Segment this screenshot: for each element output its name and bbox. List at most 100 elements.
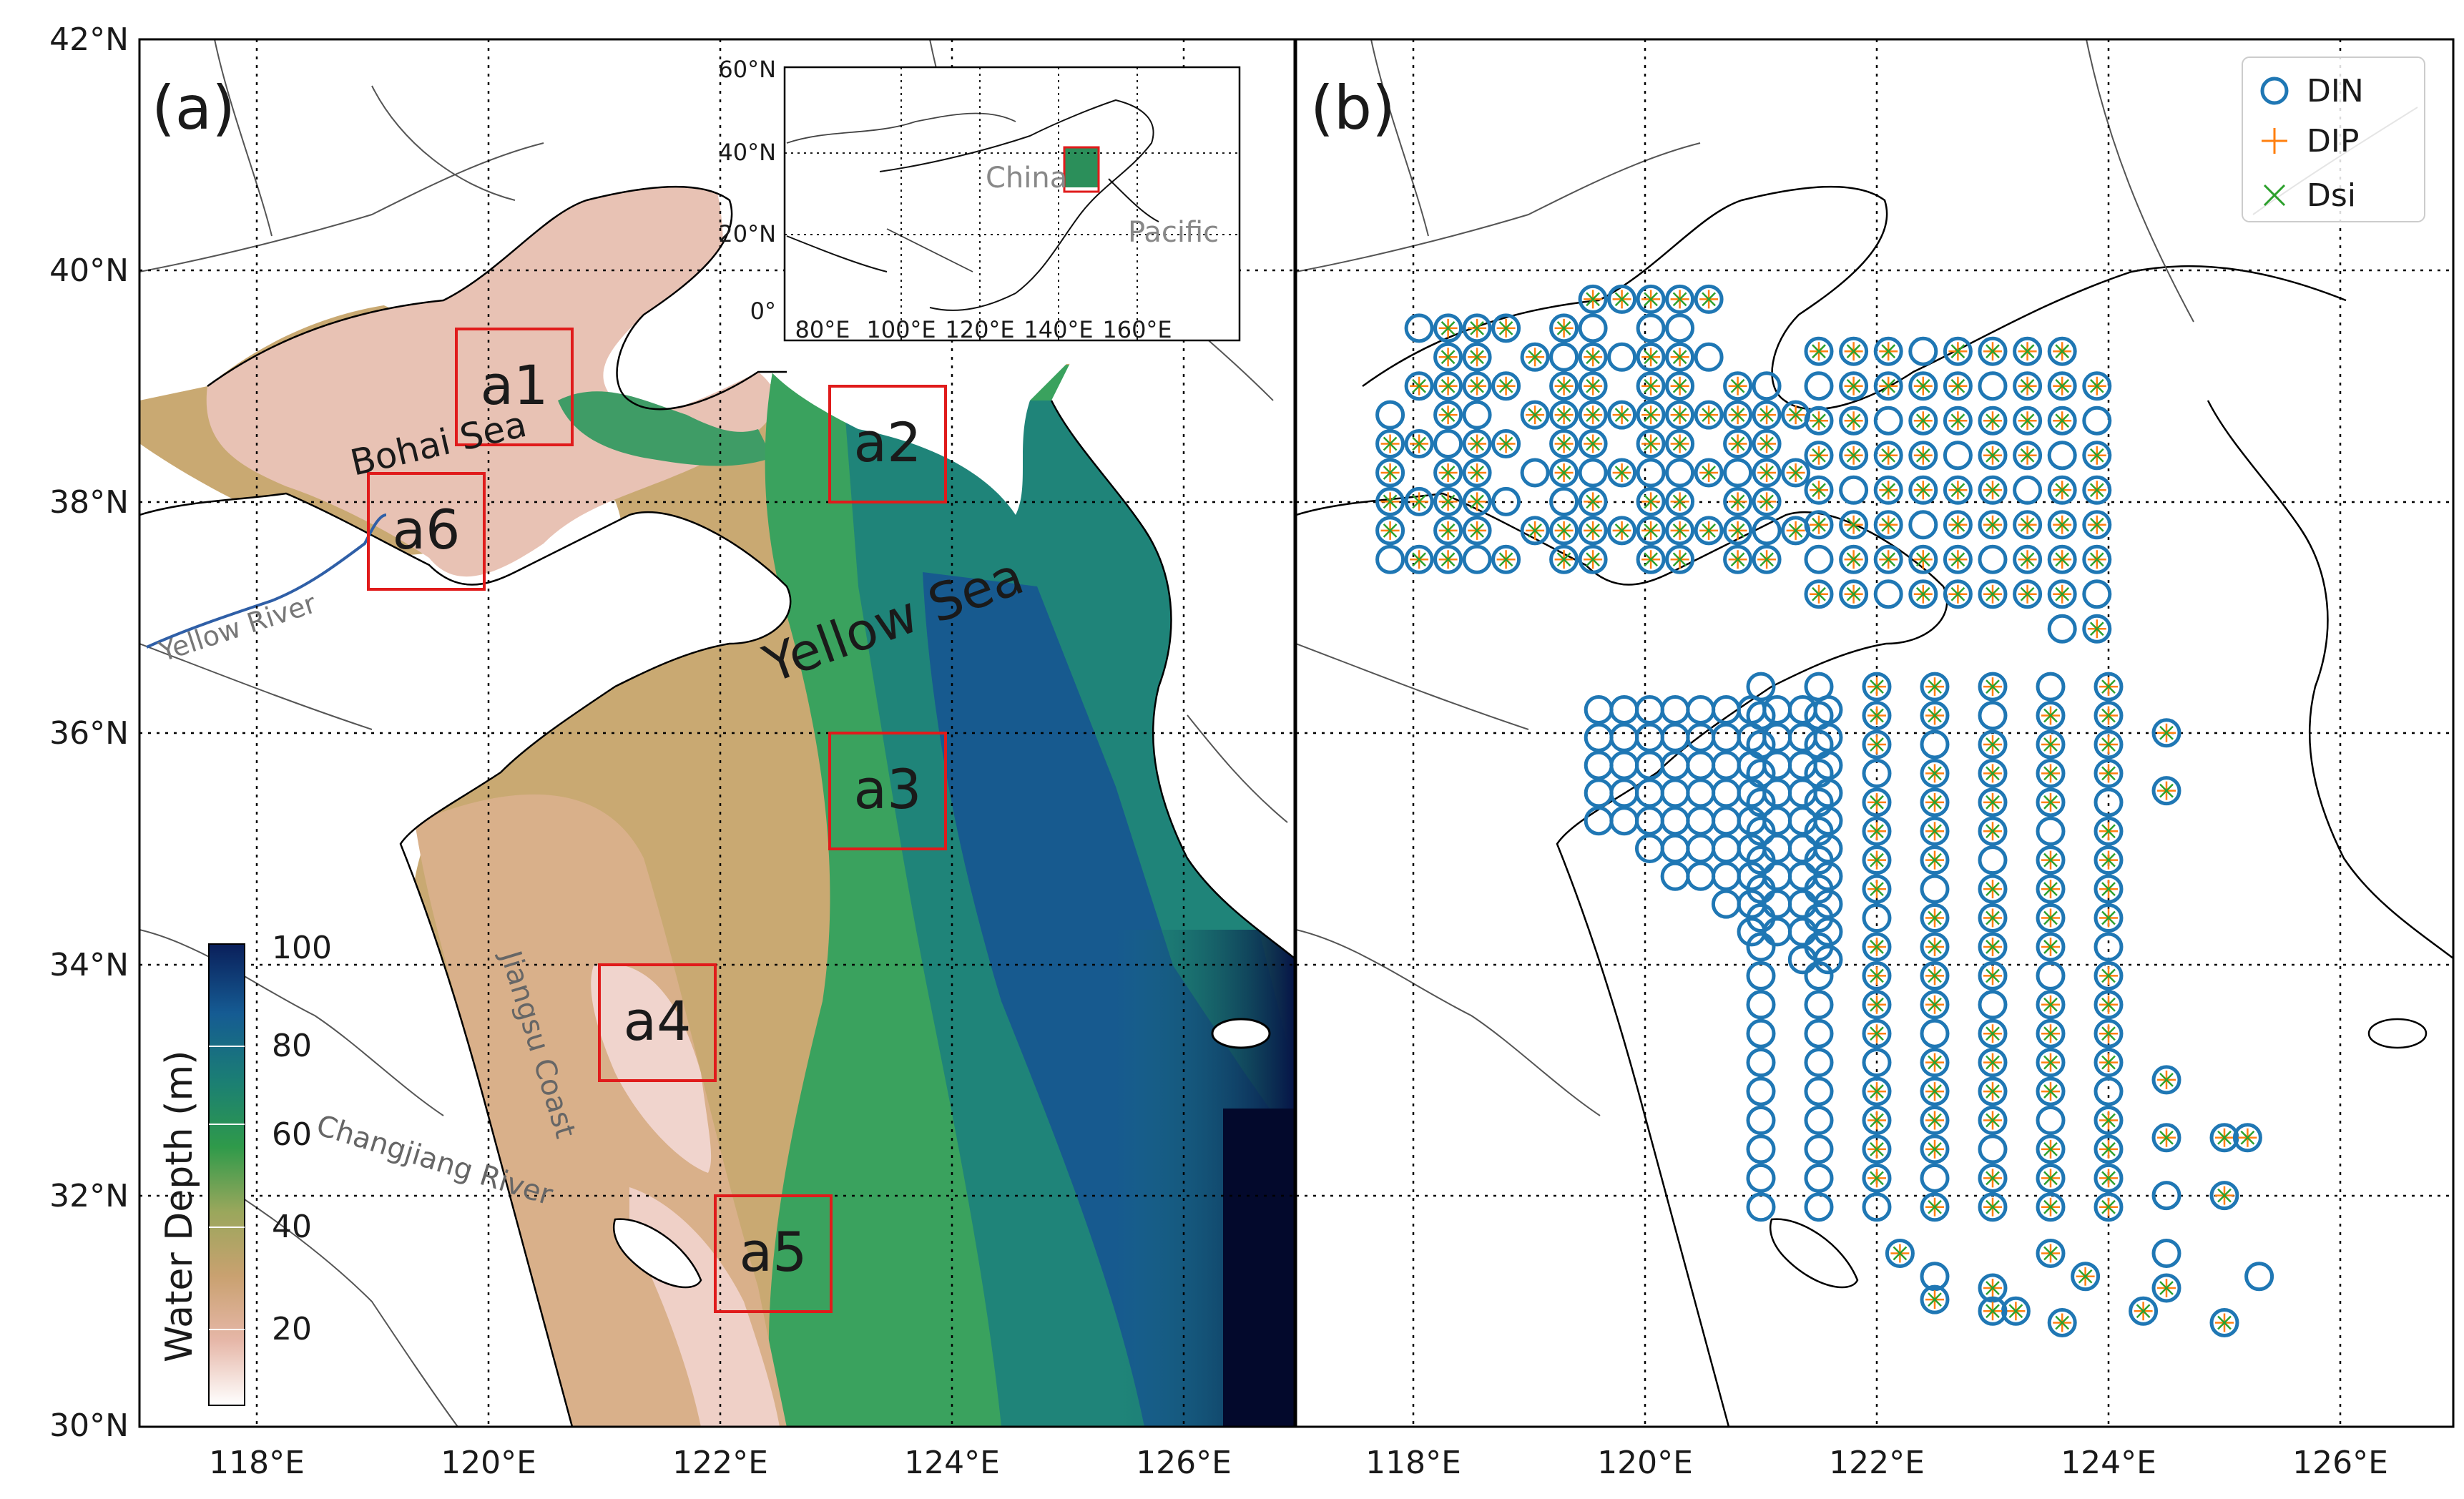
station-din-marker <box>1752 458 1782 488</box>
station-din-marker <box>1978 932 2008 962</box>
legend: DIN DIP Dsi <box>2242 56 2425 222</box>
station-dsi-marker <box>2101 679 2116 694</box>
station-din-marker <box>1578 486 1608 516</box>
station-dsi-marker <box>1672 436 1687 451</box>
station-din-marker <box>1978 787 2008 817</box>
station-dsi-marker <box>1498 320 1513 335</box>
station-dsi-marker <box>1812 586 1826 601</box>
station-din-marker <box>1839 579 1869 609</box>
station-din-marker <box>1804 960 1834 991</box>
station-din-marker <box>1433 516 1463 546</box>
station-dsi-marker <box>1928 968 1942 983</box>
station-din-marker <box>1433 458 1463 488</box>
legend-dsi-label: Dsi <box>2307 177 2356 214</box>
station-din-marker <box>1433 400 1463 430</box>
station-dsi-marker <box>1950 344 1965 359</box>
station-dsi-marker <box>1986 679 2000 694</box>
station-din-marker <box>1752 486 1782 516</box>
station-dsi-marker <box>2043 1055 2058 1070</box>
station-dsi-marker <box>1870 997 1884 1012</box>
station-din-marker <box>1636 516 1666 546</box>
station-dsi-marker <box>1928 1055 1942 1070</box>
station-din-marker <box>2151 718 2181 748</box>
station-dsi-marker <box>2043 1026 2058 1041</box>
inset-xtick-160e: 160°E <box>1102 316 1172 343</box>
station-din-marker <box>1462 429 1492 459</box>
station-din-marker <box>2036 1018 2066 1048</box>
station-dsi-marker <box>1556 523 1571 538</box>
station-dsi-marker <box>1986 1171 2000 1186</box>
station-dsi-marker <box>2101 852 2116 868</box>
station-din-marker <box>1813 778 1843 808</box>
station-dsi-marker <box>2101 824 2116 839</box>
station-dsi-marker <box>1986 1026 2000 1041</box>
station-dsi-marker <box>2055 586 2070 601</box>
station-din-marker <box>2036 960 2066 991</box>
station-din-marker <box>2082 406 2112 436</box>
station-din-marker <box>1943 371 1973 401</box>
station-din-marker <box>1862 672 1892 702</box>
station-dsi-marker <box>1702 292 1716 307</box>
station-din-marker <box>1862 960 1892 991</box>
station-dsi-marker <box>1893 1246 1908 1261</box>
station-dsi-marker <box>2159 725 2174 740</box>
station-din-marker <box>1873 371 1903 401</box>
station-din-marker <box>1491 486 1521 516</box>
station-dsi-marker <box>2043 795 2058 810</box>
station-din-marker <box>1804 1076 1834 1106</box>
station-din-marker <box>1404 371 1434 401</box>
station-din-marker <box>1978 758 2008 788</box>
inset-study-area-fill <box>1064 147 1099 187</box>
station-dsi-marker <box>1986 824 2000 839</box>
station-din-marker <box>1943 544 1973 574</box>
station-din-marker <box>1978 1076 2008 1106</box>
legend-dsi-marker <box>2263 184 2286 207</box>
station-din-marker <box>2094 758 2124 788</box>
station-din-marker <box>2094 1105 2124 1135</box>
station-din-marker <box>1862 1018 1892 1048</box>
station-din-marker <box>1665 342 1695 372</box>
station-dsi-marker <box>1986 882 2000 896</box>
station-dsi-marker <box>1812 344 1826 359</box>
station-dsi-marker <box>1644 378 1658 393</box>
inset-ytick-60n: 60°N <box>718 56 776 83</box>
station-din-marker <box>1978 510 2008 540</box>
station-din-marker <box>2036 672 2066 702</box>
station-din-marker <box>2013 336 2043 366</box>
station-dsi-marker <box>2101 1142 2116 1156</box>
station-din-marker <box>1665 516 1695 546</box>
station-din-marker <box>2094 816 2124 846</box>
station-din-marker <box>2094 1192 2124 1222</box>
station-din-marker <box>1813 834 1843 863</box>
station-din-marker <box>1920 1105 1950 1135</box>
station-din-marker <box>1746 1163 1776 1193</box>
station-din-marker <box>2082 579 2112 609</box>
station-dsi-marker <box>1846 448 1861 463</box>
station-din-marker <box>1978 1273 2008 1303</box>
station-dsi-marker <box>2043 852 2058 868</box>
region-label-a2: a2 <box>854 411 922 474</box>
station-din-marker <box>1694 284 1724 314</box>
station-dsi-marker <box>1881 517 1896 532</box>
station-dsi-marker <box>1881 552 1896 567</box>
station-din-marker <box>2036 816 2066 846</box>
inset-study-area-box <box>1063 146 1100 193</box>
station-din-marker <box>1665 400 1695 430</box>
station-dsi-marker <box>2159 1130 2174 1145</box>
station-din-marker <box>1885 1238 1915 1268</box>
station-dsi-marker <box>1556 436 1571 451</box>
station-dsi-marker <box>1986 968 2000 983</box>
station-din-marker <box>1578 429 1608 459</box>
station-din-marker <box>1920 787 1950 817</box>
station-din-marker <box>1978 336 2008 366</box>
jeju-island <box>1211 1018 1271 1049</box>
station-dsi-marker <box>1950 552 1965 567</box>
region-box-a5 <box>714 1194 833 1313</box>
station-din-marker <box>1549 458 1579 488</box>
station-din-marker <box>2013 441 2043 471</box>
station-din-marker <box>1578 516 1608 546</box>
station-dsi-marker <box>1614 292 1629 307</box>
station-din-marker <box>1694 342 1724 372</box>
station-din-marker <box>1813 861 1843 891</box>
station-din-marker <box>1804 544 1834 574</box>
